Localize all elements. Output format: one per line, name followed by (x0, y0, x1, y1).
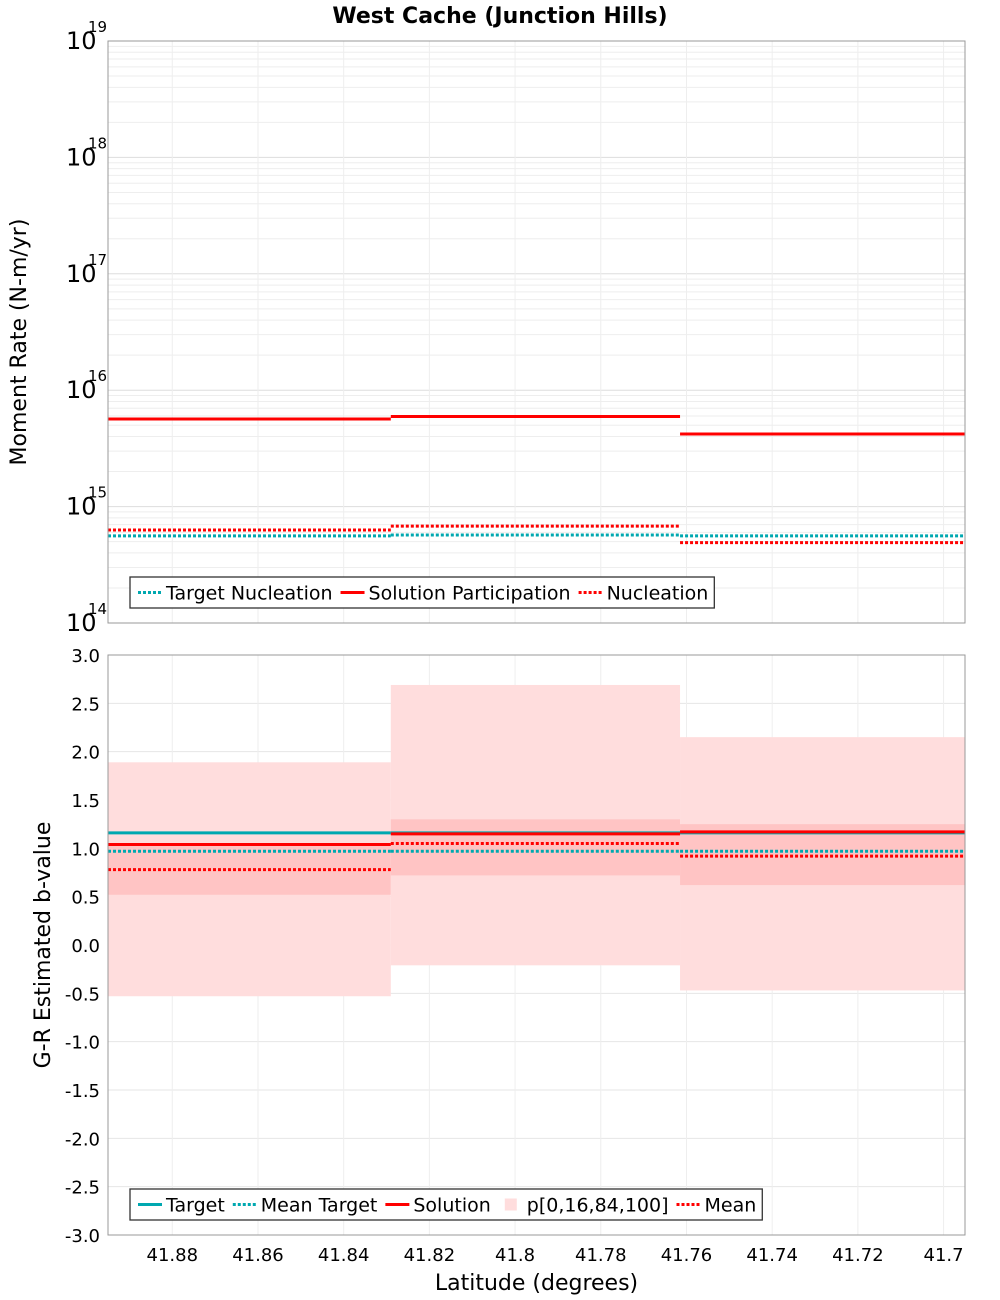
b-value-y-ticks: -3.0 -2.5 -2.0 -1.5 -1.0 -0.5 0.0 0.5 1.0 1.5 2.0 2… (65, 646, 100, 1247)
y-tick-label: 2.5 (71, 694, 100, 715)
y-tick-label: 3.0 (71, 646, 100, 667)
legend-item-solution: Solution (385, 1195, 491, 1217)
legend-item-target: Target (138, 1195, 225, 1217)
x-tick-label: 41.8 (495, 1245, 535, 1266)
x-tick-label: 41.82 (404, 1245, 456, 1266)
x-tick-label: 41.78 (575, 1245, 627, 1266)
moment-rate-y-axis-label: Moment Rate (N-m/yr) (7, 219, 32, 466)
legend-label: p[0,16,84,100] (527, 1195, 669, 1217)
y-tick-base: 10 (66, 609, 97, 637)
legend-box (129, 576, 715, 609)
b-value-panel: -3.0 -2.5 -2.0 -1.5 -1.0 -0.5 0.0 0.5 1.0 1.5 2.0 2… (31, 646, 966, 1296)
y-tick-exponent: 17 (88, 251, 107, 269)
legend-swatch (504, 1198, 517, 1211)
y-tick-label: 1.5 (71, 791, 100, 812)
y-tick-label: -3.0 (65, 1226, 100, 1247)
legend-label: Target Nucleation (165, 583, 333, 605)
y-tick-label: 0.5 (71, 888, 100, 909)
y-tick-base: 10 (66, 143, 97, 171)
series-nucleation (108, 524, 965, 545)
series-solution (108, 830, 965, 846)
legend-item-nucleation: Nucleation (578, 583, 709, 605)
legend-label: Mean (705, 1195, 757, 1217)
b-value-legend: Target Mean Target Solution p[0,16,84,100] M… (129, 1188, 763, 1221)
y-tick-label: -2.5 (65, 1178, 100, 1199)
latitude-x-axis-label: Latitude (degrees) (435, 1271, 638, 1296)
legend-item-mean-target: Mean Target (232, 1195, 378, 1217)
y-tick-exponent: 16 (88, 367, 107, 385)
x-tick-label: 41.72 (832, 1245, 884, 1266)
x-tick-label: 41.76 (661, 1245, 713, 1266)
figure-title: West Cache (Junction Hills) (332, 4, 667, 29)
legend-item-solution-participation: Solution Participation (340, 583, 571, 605)
y-tick-exponent: 18 (88, 134, 107, 152)
legend-item-p-0-16-84-100: p[0,16,84,100] (504, 1195, 669, 1217)
y-tick-base: 10 (66, 376, 97, 404)
latitude-x-ticks: 41.88 41.86 41.84 41.82 41.8 41.78 41.76 41.74 4… (147, 1245, 964, 1266)
legend-item-mean: Mean (676, 1195, 757, 1217)
y-tick-exponent: 15 (88, 484, 107, 502)
b-value-series (108, 830, 965, 872)
moment-rate-plot-frame (107, 40, 966, 624)
x-tick-label: 41.7 (924, 1245, 964, 1266)
series-solution-participation (108, 414, 965, 436)
y-tick-exponent: 19 (88, 18, 107, 36)
band-p16-p84 (390, 819, 681, 876)
b-value-percentile-bands (108, 684, 965, 997)
legend-label: Nucleation (607, 583, 709, 605)
moment-rate-grid (108, 41, 965, 624)
legend-label: Mean Target (261, 1195, 378, 1217)
y-tick-label: -2.0 (65, 1129, 100, 1150)
moment-rate-series (108, 414, 965, 545)
x-tick-label: 41.88 (147, 1245, 199, 1266)
y-tick-base: 10 (66, 493, 97, 521)
y-tick-label: 0.0 (71, 936, 100, 957)
y-tick-label: -1.0 (65, 1033, 100, 1054)
y-tick-label: -0.5 (65, 984, 100, 1005)
series-mean (108, 842, 965, 872)
y-tick-base: 10 (66, 260, 97, 288)
y-tick-label: 2.0 (71, 743, 100, 764)
b-value-plot-frame (107, 654, 966, 1236)
y-tick-base: 10 (66, 27, 97, 55)
series-target-nucleation (108, 533, 965, 538)
moment-rate-legend: Target Nucleation Solution Participation N… (129, 576, 715, 609)
legend-label: Target (165, 1195, 225, 1217)
x-tick-label: 41.74 (746, 1245, 798, 1266)
y-tick-exponent: 14 (88, 600, 107, 618)
legend-label: Solution Participation (369, 583, 571, 605)
x-tick-label: 41.86 (232, 1245, 284, 1266)
legend-label: Solution (413, 1195, 490, 1217)
x-tick-label: 41.84 (318, 1245, 370, 1266)
legend-item-target-nucleation: Target Nucleation (138, 583, 333, 605)
b-value-y-axis-label: G-R Estimated b-value (31, 822, 56, 1069)
y-tick-label: -1.5 (65, 1081, 100, 1102)
y-tick-label: 1.0 (71, 839, 100, 860)
